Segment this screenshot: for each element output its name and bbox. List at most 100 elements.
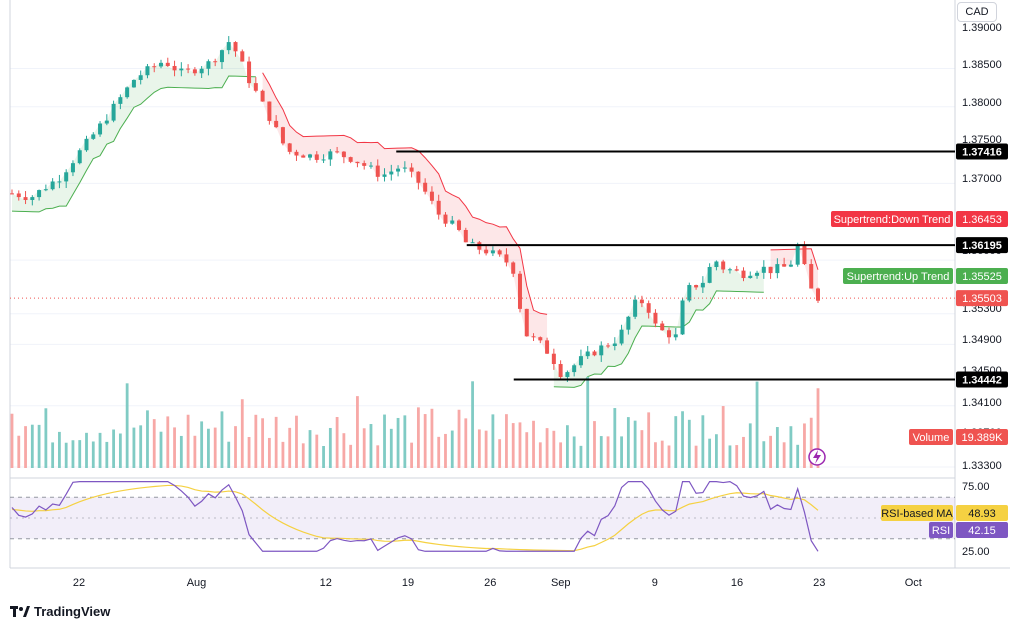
volume-bar: [315, 434, 319, 468]
level-value: 1.36195: [962, 240, 1002, 252]
volume-bar: [91, 441, 95, 468]
rsi-ma-tag-value: 48.93: [968, 508, 996, 520]
candle-body: [646, 303, 651, 313]
supertrend-down-line: [262, 72, 548, 315]
supertrend-down-tag: Supertrend:Down Trend 1.36453: [831, 211, 1008, 227]
volume-bar: [383, 414, 386, 468]
candle: [734, 265, 739, 272]
candle-body: [788, 264, 793, 267]
volume-bar: [234, 426, 237, 468]
date-tick: 26: [484, 577, 496, 589]
volume-bar: [396, 417, 400, 468]
volume-tag: Volume 19.389K: [909, 429, 1008, 445]
candle-body: [470, 242, 475, 244]
volume-bar: [17, 435, 21, 468]
candle: [301, 154, 306, 158]
candle-body: [809, 264, 814, 289]
volume-bar: [281, 441, 285, 468]
candle-body: [524, 308, 529, 337]
volume-bar: [606, 436, 610, 468]
candle: [423, 178, 428, 195]
candle-body: [782, 264, 787, 267]
candle: [477, 240, 482, 255]
candle: [294, 149, 299, 161]
horizontal-levels[interactable]: [396, 150, 955, 381]
volume-bar: [803, 423, 806, 468]
volume-bar: [410, 442, 414, 468]
candle-body: [206, 61, 211, 69]
candle: [755, 270, 760, 279]
candle: [653, 309, 658, 328]
candle: [125, 86, 130, 99]
volume-bar: [403, 415, 407, 468]
candle-body: [50, 181, 55, 190]
volume-bar: [186, 414, 190, 468]
volume-bar: [30, 424, 34, 468]
candle-body: [578, 356, 583, 366]
candle: [782, 257, 787, 267]
candle-body: [280, 127, 285, 144]
volume-bar: [579, 445, 583, 468]
rsi-pane[interactable]: [10, 480, 955, 552]
candle-body: [666, 330, 671, 338]
candle: [341, 151, 346, 164]
candle: [382, 168, 387, 182]
price-tick: 1.33300: [962, 460, 1002, 472]
candle-body: [111, 103, 116, 121]
candle: [680, 297, 685, 335]
volume-bar: [227, 441, 231, 468]
volume-bar: [362, 428, 366, 468]
volume-bar: [477, 429, 481, 468]
level-value: 1.37416: [962, 147, 1002, 159]
candle-body: [10, 193, 14, 195]
volume-bar: [44, 408, 48, 468]
rsi-tag-label: RSI: [932, 525, 950, 537]
rsi-tag: RSI 42.15: [929, 522, 1008, 538]
candle-body: [253, 83, 258, 91]
candle: [619, 324, 624, 346]
volume-bar: [301, 443, 305, 468]
candle: [714, 260, 719, 271]
candle: [524, 308, 529, 337]
candle: [233, 41, 238, 57]
candle-body: [145, 66, 150, 76]
candle: [274, 115, 279, 129]
candle-body: [707, 267, 712, 283]
candle-body: [748, 275, 753, 279]
volume-bar: [762, 441, 766, 468]
supertrend-down-tag-label: Supertrend:Down Trend: [834, 214, 951, 226]
level-tag: [956, 237, 1008, 254]
volume-bar: [816, 388, 820, 468]
candle-body: [545, 340, 550, 354]
volume-bar: [118, 433, 122, 468]
candle-body: [294, 151, 299, 156]
candle-body: [335, 151, 340, 153]
lightning-icon[interactable]: [808, 448, 826, 466]
date-tick: Aug: [187, 577, 207, 589]
candle-body: [301, 155, 306, 158]
volume-bar: [254, 414, 258, 468]
candle: [416, 171, 421, 190]
date-tick: 23: [813, 577, 825, 589]
candle-body: [612, 343, 617, 347]
price-tick: 1.39000: [962, 22, 1002, 34]
volume-bar: [416, 407, 420, 468]
candle-body: [816, 288, 820, 301]
candle: [409, 163, 414, 178]
candle: [219, 49, 224, 69]
candle-body: [247, 61, 252, 84]
volume-bar: [721, 406, 725, 468]
candle-body: [802, 245, 807, 265]
volume-bar: [484, 430, 488, 468]
candlesticks[interactable]: [10, 36, 955, 383]
candle-body: [755, 272, 760, 276]
candle-body: [172, 65, 177, 71]
volume-bar: [715, 434, 718, 468]
candle-body: [694, 285, 699, 288]
candle-body: [517, 273, 522, 309]
candle: [192, 67, 197, 76]
price-tick: 1.34100: [962, 397, 1002, 409]
currency-selector[interactable]: CAD: [957, 2, 997, 22]
candle: [646, 300, 651, 319]
